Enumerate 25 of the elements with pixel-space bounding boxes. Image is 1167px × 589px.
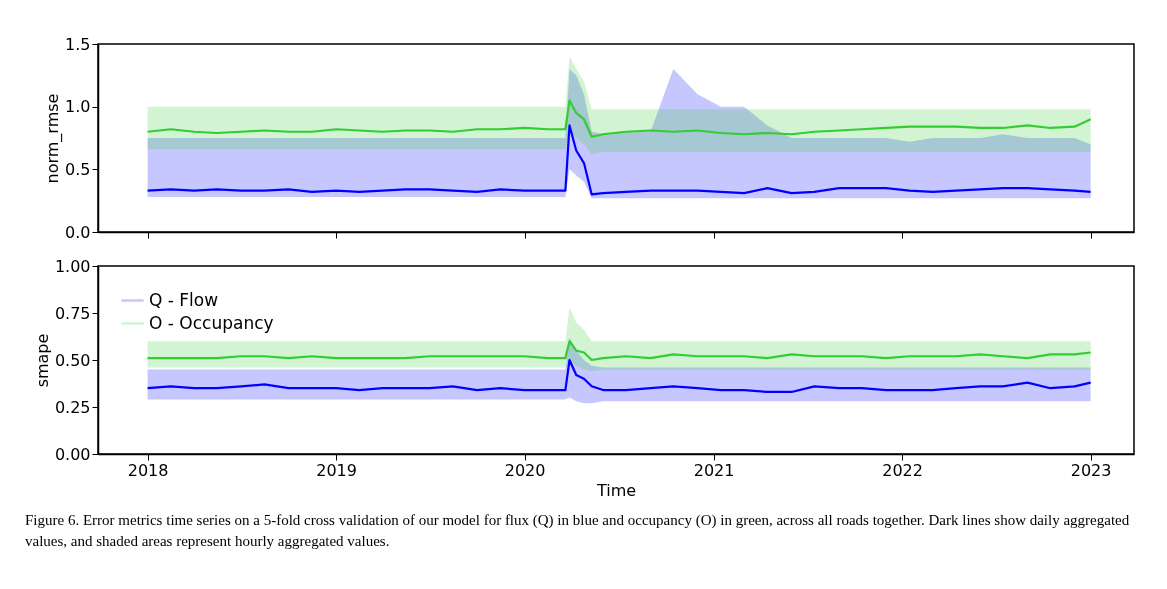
- y-tick-label: 0.0: [65, 222, 91, 242]
- line-series: [146, 358, 1092, 394]
- x-tick-label: 2019: [316, 460, 357, 480]
- y-tick-label: 0.75: [54, 303, 91, 323]
- line-series: [146, 99, 1092, 138]
- x-tick-label: 2018: [127, 460, 169, 480]
- y-tick-label: 0.50: [54, 350, 91, 370]
- line-series: [146, 340, 1092, 362]
- x-tick-label: 2023: [1070, 460, 1112, 480]
- y-tick-label: 1.0: [65, 97, 91, 117]
- y-axis-title: norm_rmse: [43, 93, 64, 184]
- x-axis-title: Time: [595, 480, 637, 500]
- y-tick-label: 1.00: [54, 256, 91, 276]
- y-tick-label: 0.5: [65, 159, 91, 179]
- legend-label: O - Occupancy: [149, 312, 274, 333]
- x-tick-label: 2021: [693, 460, 735, 480]
- line-series: [146, 124, 1092, 196]
- x-tick-label: 2020: [504, 460, 546, 480]
- x-tick-label: 2022: [882, 460, 923, 480]
- legend-label: Q - Flow: [149, 289, 219, 310]
- y-tick-label: 1.5: [65, 34, 91, 54]
- y-tick-label: 0.25: [54, 397, 91, 417]
- y-tick-label: 0.00: [54, 444, 91, 464]
- caption: Figure 6. Error metrics time series on a 5-fold cross validation of our model for flux (Q) in blue and occupancy (O) in green, across all roads together. Dark lines show daily aggregated values, and shaded areas represent hourly aggregated values.: [25, 511, 1131, 551]
- y-axis-title: smape: [32, 333, 52, 388]
